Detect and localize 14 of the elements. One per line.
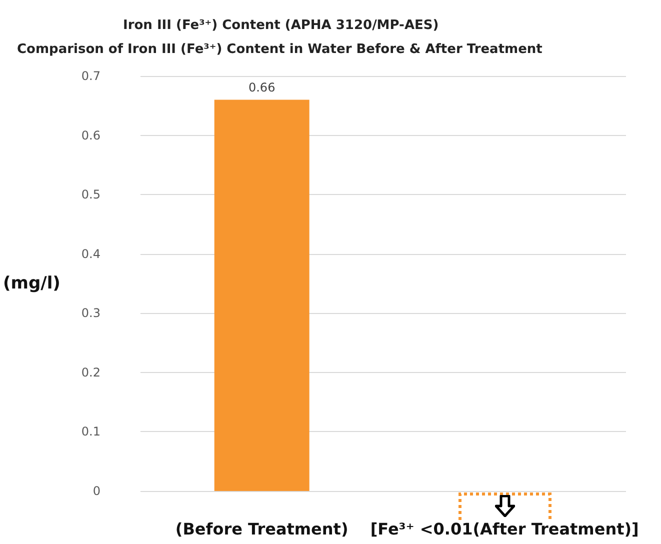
y-tick-label: 0.2 (81, 365, 100, 380)
y-axis-title: (mg/l) (2, 274, 60, 294)
data-label: 0.66 (248, 80, 276, 95)
chart-subtitle: Comparison of Iron III (Fe³⁺) Content in Water Before & After Treatment (17, 42, 542, 57)
x-tick-label: (Before Treatment) (175, 520, 348, 538)
y-tick-label: 0.7 (81, 69, 100, 83)
y-tick-label: 0.3 (81, 306, 100, 320)
y-tick-label: 0.5 (81, 188, 100, 202)
y-tick-label: 0.4 (81, 246, 100, 261)
y-tick-label: 0.6 (81, 128, 100, 142)
y-tick-label: 0.1 (81, 424, 100, 439)
chart-title: Iron III (Fe³⁺) Content (APHA 3120/MP-AES) (123, 18, 439, 33)
y-tick-label: 0 (92, 484, 100, 498)
x-tick-label: [Fe³⁺ <0.01(After Treatment)] (370, 520, 639, 538)
